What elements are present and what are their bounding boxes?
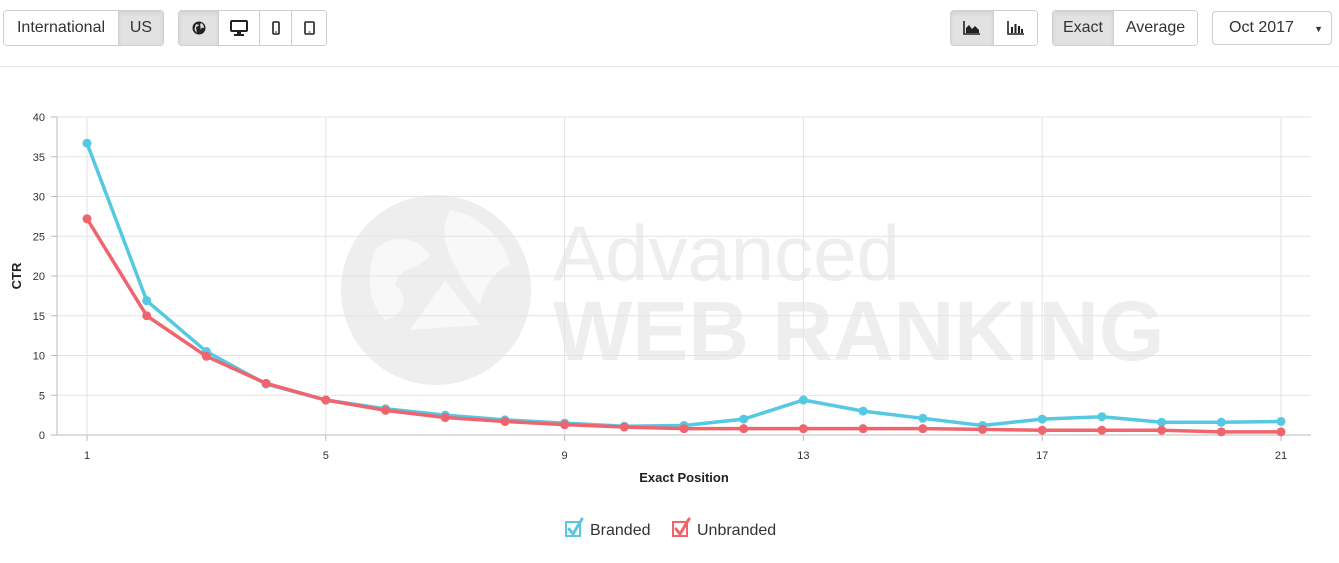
y-tick-label: 15 <box>33 311 45 323</box>
desktop-icon <box>230 20 248 36</box>
unbranded-point[interactable] <box>1216 427 1226 437</box>
unbranded-point[interactable] <box>500 416 510 426</box>
device-toggle <box>178 10 327 46</box>
tablet-icon <box>303 21 315 35</box>
x-axis-title: Exact Position <box>639 470 729 485</box>
chevron-down-icon: ▼ <box>1314 24 1323 34</box>
branded-point[interactable] <box>1216 417 1226 427</box>
bar-chart-button[interactable] <box>994 11 1037 45</box>
unbranded-point[interactable] <box>1157 425 1167 435</box>
x-tick-label: 5 <box>323 450 329 462</box>
tablet-button[interactable] <box>292 11 326 45</box>
unbranded-point[interactable] <box>978 424 987 434</box>
mobile-icon <box>271 21 280 35</box>
unbranded-point[interactable] <box>739 424 749 434</box>
y-axis-title: CTR <box>9 262 24 289</box>
toolbar: International US <box>0 0 1339 67</box>
chart-series <box>82 138 1286 437</box>
unbranded-point[interactable] <box>440 413 450 423</box>
exact-button[interactable]: Exact <box>1053 11 1114 45</box>
legend-item-unbranded[interactable]: Unbranded <box>672 517 776 539</box>
period-value: Oct 2017 <box>1229 19 1294 36</box>
chart-type-toggle <box>950 10 1038 46</box>
desktop-button[interactable] <box>219 11 260 45</box>
unbranded-point[interactable] <box>798 424 808 434</box>
unbranded-point[interactable] <box>619 422 629 432</box>
international-button[interactable]: International <box>4 11 119 45</box>
chart-axes: Exact Position CTR <box>9 262 729 485</box>
y-tick-label: 20 <box>33 271 45 283</box>
y-tick-label: 0 <box>39 430 45 442</box>
area-chart-icon <box>963 21 980 35</box>
y-tick-label: 5 <box>39 390 45 402</box>
x-tick-label: 21 <box>1275 450 1287 462</box>
unbranded-point[interactable] <box>918 424 928 434</box>
all-devices-button[interactable] <box>179 11 219 45</box>
unbranded-point[interactable] <box>381 405 390 415</box>
unbranded-point[interactable] <box>679 424 689 434</box>
branded-point[interactable] <box>1157 417 1167 427</box>
x-tick-label: 17 <box>1036 450 1048 462</box>
branded-point[interactable] <box>858 406 868 416</box>
y-tick-label: 30 <box>33 192 45 204</box>
watermark-globe <box>341 195 531 385</box>
globe-icon <box>192 21 205 35</box>
branded-point[interactable] <box>82 138 92 148</box>
unbranded-point[interactable] <box>321 395 331 405</box>
branded-point[interactable] <box>142 296 152 306</box>
x-tick-label: 9 <box>562 450 568 462</box>
unbranded-point[interactable] <box>82 214 92 224</box>
chart-legend: Branded Unbranded <box>565 517 776 539</box>
watermark-line1: Advanced <box>553 209 900 297</box>
branded-point[interactable] <box>798 395 808 405</box>
unbranded-point[interactable] <box>1037 425 1047 435</box>
branded-point[interactable] <box>739 414 749 424</box>
period-select[interactable]: Oct 2017 ▼ <box>1212 11 1332 45</box>
unbranded-point[interactable] <box>560 420 570 430</box>
legend-label: Unbranded <box>697 522 776 539</box>
legend-item-branded[interactable]: Branded <box>565 517 651 539</box>
y-tick-label: 40 <box>33 112 45 124</box>
series-unbranded <box>82 214 1286 437</box>
unbranded-point[interactable] <box>1097 425 1107 435</box>
unbranded-point[interactable] <box>1276 427 1286 437</box>
check-icon <box>674 517 691 537</box>
y-tick-label: 25 <box>33 231 45 243</box>
average-button[interactable]: Average <box>1114 11 1197 45</box>
watermark-line2: WEB RANKING <box>553 284 1164 378</box>
mode-toggle: Exact Average <box>1052 10 1198 46</box>
branded-point[interactable] <box>1097 412 1107 422</box>
mobile-button[interactable] <box>260 11 292 45</box>
check-icon <box>567 517 584 537</box>
x-tick-label: 13 <box>797 450 809 462</box>
us-button[interactable]: US <box>119 11 163 45</box>
branded-point[interactable] <box>1037 414 1047 424</box>
y-tick-label: 10 <box>33 351 45 363</box>
unbranded-point[interactable] <box>261 378 271 388</box>
area-chart-button[interactable] <box>951 11 994 45</box>
unbranded-point[interactable] <box>858 424 868 434</box>
branded-point[interactable] <box>918 413 928 423</box>
y-tick-label: 35 <box>33 152 45 164</box>
branded-point[interactable] <box>1276 416 1286 426</box>
legend-label: Branded <box>590 522 651 539</box>
bar-chart-icon <box>1006 21 1024 35</box>
region-toggle: International US <box>3 10 164 46</box>
x-tick-label: 1 <box>84 450 90 462</box>
unbranded-point[interactable] <box>142 311 152 321</box>
unbranded-point[interactable] <box>201 351 211 361</box>
watermark-logo: Advanced WEB RANKING <box>341 195 1164 385</box>
